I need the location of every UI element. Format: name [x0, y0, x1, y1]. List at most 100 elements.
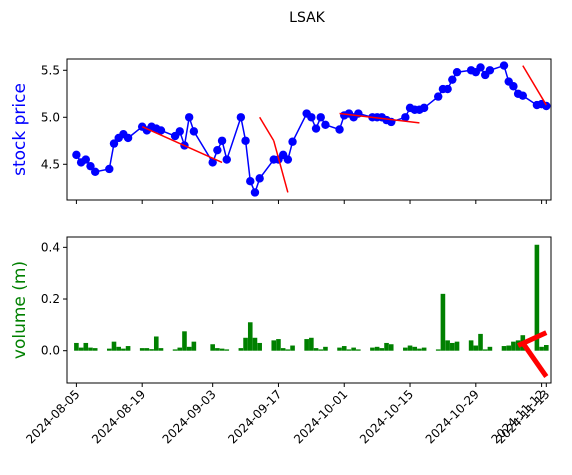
volume-bar [186, 346, 192, 351]
volume-bar [337, 347, 342, 351]
volume-bar [271, 340, 277, 351]
price-trend-line [141, 125, 223, 164]
price-point [217, 136, 227, 145]
volume-bar [403, 347, 408, 351]
volume-bar [215, 348, 220, 351]
volume-bar [219, 348, 225, 351]
volume-bar [468, 340, 474, 351]
volume-bar [285, 349, 291, 351]
price-point [109, 139, 119, 148]
volume-bar [356, 349, 361, 351]
volume-bar [243, 337, 248, 351]
volume-bar [313, 348, 319, 351]
volume-xtick-label: 2024-10-15 [357, 387, 416, 446]
price-trend-line [259, 116, 275, 142]
volume-bar [125, 346, 131, 351]
price-point [485, 66, 495, 75]
volume-xtick-label: 2024-08-19 [89, 387, 148, 446]
price-point [241, 136, 250, 145]
volume-xtick-label: 2024-10-29 [423, 387, 482, 446]
price-point [452, 67, 462, 77]
price-point [288, 137, 297, 146]
price-ytick-label: 5.5 [41, 63, 60, 77]
price-point [72, 150, 81, 160]
volume-bar [417, 348, 422, 351]
volume-xtick-label: 2024-11-13 [493, 387, 552, 446]
volume-bar [511, 341, 516, 351]
volume-axes-frame [66, 236, 552, 384]
volume-bar [116, 346, 121, 351]
volume-ylabel: volume (m) [10, 261, 30, 359]
volume-bar [309, 337, 314, 351]
volume-bar [534, 244, 540, 351]
volume-bar [487, 346, 493, 351]
volume-bar [182, 331, 187, 351]
price-point [542, 101, 551, 111]
price-point [476, 63, 485, 72]
price-trend-line [273, 140, 289, 193]
price-axes-frame [66, 58, 552, 201]
price-point [86, 161, 95, 171]
volume-bar [144, 348, 150, 351]
price-point [448, 75, 457, 84]
volume-bar [247, 322, 253, 351]
price-trend-line [339, 112, 420, 124]
volume-ytick-label: 0.4 [41, 240, 60, 254]
price-point [401, 113, 410, 122]
volume-bar [454, 341, 460, 351]
volume-bar [177, 347, 183, 351]
price-point [90, 167, 100, 176]
price-ytick-label: 5.0 [41, 110, 60, 124]
volume-bar [304, 339, 309, 351]
price-point [236, 113, 246, 122]
volume-bar [238, 348, 244, 351]
volume-bar [501, 346, 507, 351]
volume-bar [172, 349, 178, 351]
volume-bar [482, 349, 488, 351]
price-point [518, 91, 528, 100]
volume-bar [252, 337, 258, 351]
volume-bar [478, 333, 483, 351]
volume-ytick-label: 0.0 [41, 344, 60, 358]
volume-bar [111, 341, 117, 351]
volume-bar [92, 348, 98, 351]
price-point [509, 82, 518, 91]
price-point [189, 127, 199, 136]
volume-bar [435, 349, 441, 351]
volume-bar [341, 346, 347, 351]
price-point [335, 125, 344, 134]
price-trend-line [522, 65, 547, 106]
volume-bar [506, 345, 512, 351]
volume-bar [153, 336, 159, 351]
price-point [307, 113, 316, 122]
volume-bar [346, 349, 352, 351]
price-point [213, 145, 222, 155]
chart-title: LSAK [289, 10, 326, 26]
price-point [175, 127, 184, 136]
price-panel: 4.5 5.0 5.5 stock price [10, 58, 552, 204]
volume-bar [74, 342, 79, 351]
volume-bar [370, 347, 375, 351]
price-point [156, 126, 166, 135]
volume-bar [351, 347, 356, 351]
price-point [246, 177, 255, 186]
volume-bar [106, 348, 112, 351]
price-ytick-label: 4.5 [41, 157, 60, 171]
price-point [184, 113, 194, 122]
volume-bar [323, 346, 328, 351]
volume-bar [473, 345, 479, 351]
price-point [255, 174, 264, 183]
volume-xtick-label: 2024-10-01 [291, 387, 350, 446]
price-point [316, 113, 325, 122]
volume-xtick-label: 2024-09-17 [225, 387, 284, 446]
volume-bar [121, 348, 126, 351]
volume-bar [139, 348, 145, 351]
volume-bar [374, 346, 380, 351]
volume-bar [445, 340, 450, 351]
volume-xtick-label: 2024-08-05 [23, 387, 82, 446]
price-point [81, 155, 90, 164]
price-point [321, 120, 330, 129]
price-ylabel: stock price [10, 83, 30, 176]
price-point [250, 188, 260, 197]
